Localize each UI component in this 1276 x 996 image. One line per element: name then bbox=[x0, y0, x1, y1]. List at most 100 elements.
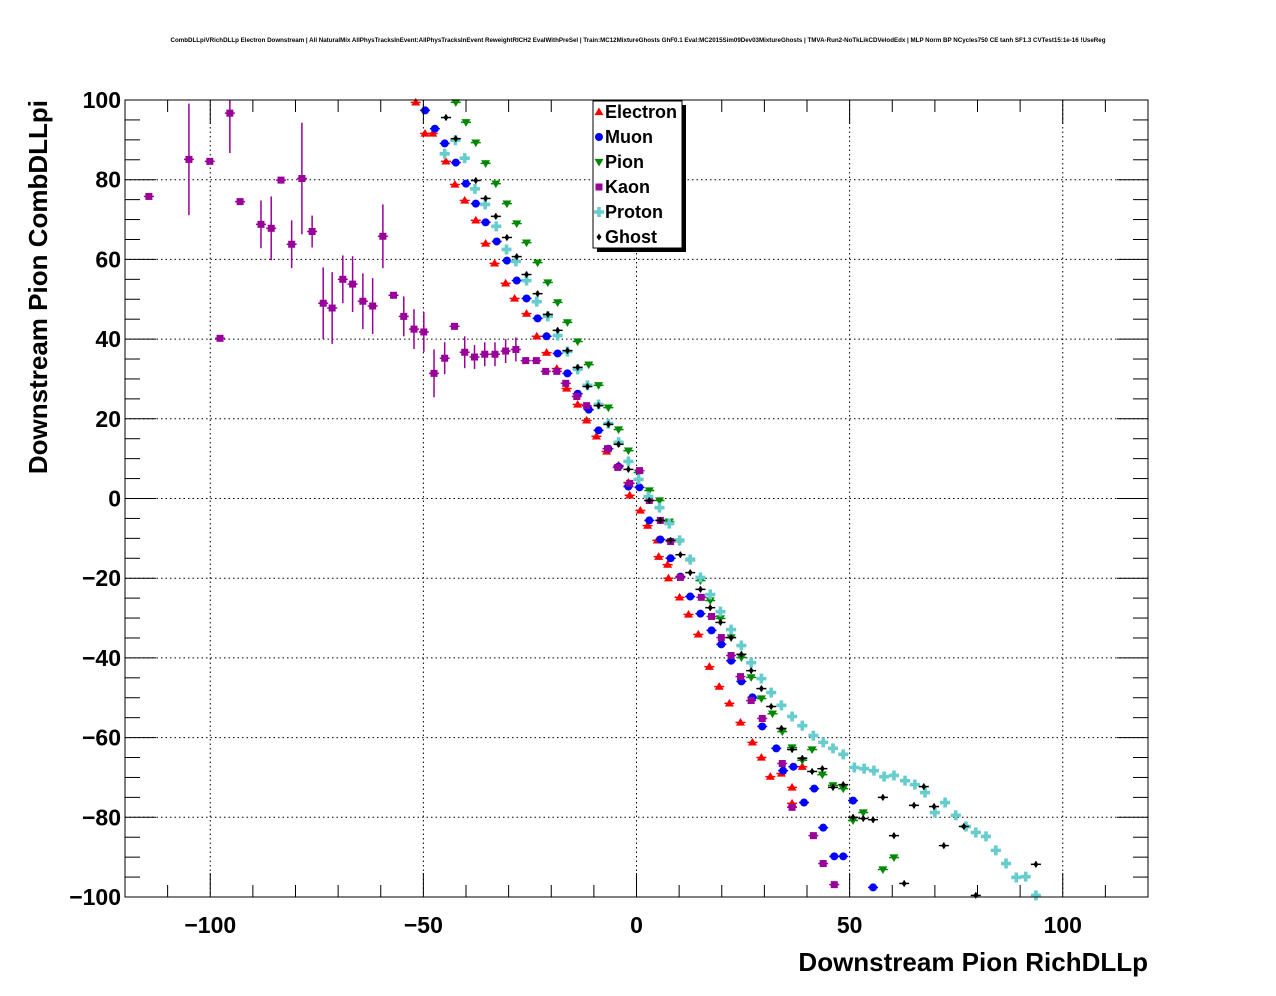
data-point bbox=[818, 737, 829, 748]
data-point bbox=[921, 783, 927, 791]
data-point bbox=[901, 879, 907, 887]
data-point bbox=[686, 592, 695, 601]
data-point bbox=[428, 128, 438, 137]
data-point bbox=[481, 160, 491, 168]
legend-marker-proton bbox=[594, 207, 604, 217]
data-point bbox=[695, 572, 706, 583]
data-point bbox=[772, 744, 781, 753]
data-point bbox=[663, 573, 673, 582]
data-point bbox=[308, 228, 316, 236]
data-point bbox=[379, 232, 387, 240]
data-point bbox=[400, 312, 408, 320]
data-point bbox=[778, 724, 784, 732]
data-point bbox=[633, 474, 644, 485]
data-point bbox=[981, 831, 992, 842]
x-tick-label: 50 bbox=[837, 912, 863, 938]
data-point bbox=[502, 256, 511, 265]
data-point bbox=[522, 294, 531, 303]
data-point bbox=[684, 609, 694, 618]
data-point bbox=[726, 624, 737, 635]
data-point bbox=[1030, 890, 1041, 901]
data-point bbox=[677, 551, 683, 559]
legend-marker-kaon bbox=[595, 183, 603, 191]
x-tick-label: 100 bbox=[1044, 912, 1082, 938]
series-ghost bbox=[440, 114, 1041, 899]
data-point bbox=[663, 560, 673, 568]
data-point bbox=[830, 881, 838, 889]
data-point bbox=[563, 369, 572, 378]
data-point bbox=[736, 654, 746, 663]
data-point bbox=[616, 440, 622, 448]
data-point bbox=[777, 728, 787, 737]
data-point bbox=[797, 720, 808, 731]
y-tick-label: −100 bbox=[69, 884, 121, 910]
data-point bbox=[838, 749, 849, 760]
data-point bbox=[623, 456, 634, 467]
data-point bbox=[655, 497, 665, 505]
data-point bbox=[339, 275, 347, 283]
y-tick-label: −40 bbox=[82, 645, 121, 671]
data-point bbox=[929, 807, 940, 818]
data-point bbox=[941, 842, 947, 850]
data-point bbox=[553, 349, 562, 358]
data-point bbox=[524, 271, 530, 279]
data-point bbox=[758, 722, 767, 731]
data-point bbox=[990, 845, 1001, 856]
data-point bbox=[879, 771, 890, 782]
y-tick-label: 100 bbox=[83, 87, 121, 113]
data-point bbox=[349, 280, 357, 288]
data-point bbox=[604, 445, 612, 453]
data-point bbox=[594, 382, 604, 390]
data-point bbox=[1011, 872, 1022, 883]
series-pion bbox=[450, 99, 899, 875]
data-point bbox=[668, 536, 674, 544]
data-point bbox=[705, 589, 716, 600]
data-point bbox=[848, 817, 858, 825]
data-point bbox=[961, 822, 967, 830]
y-tick-label: −20 bbox=[82, 565, 121, 591]
legend-marker-ghost bbox=[596, 233, 602, 241]
data-point bbox=[481, 238, 491, 247]
data-point bbox=[635, 467, 643, 475]
data-point bbox=[625, 465, 631, 473]
data-point bbox=[614, 463, 622, 471]
data-point bbox=[676, 573, 684, 581]
data-point bbox=[850, 813, 856, 821]
legend-box bbox=[592, 100, 683, 249]
legend-marker-electron bbox=[594, 107, 604, 116]
data-point bbox=[553, 299, 563, 307]
data-point bbox=[573, 399, 583, 408]
data-point bbox=[645, 516, 654, 525]
data-point bbox=[469, 183, 480, 194]
data-point bbox=[747, 737, 757, 746]
data-point bbox=[878, 866, 888, 875]
data-point bbox=[522, 357, 530, 365]
data-point bbox=[849, 796, 858, 805]
data-point bbox=[768, 703, 774, 711]
data-point bbox=[461, 119, 471, 127]
y-tick-label: 0 bbox=[108, 486, 121, 512]
data-marks bbox=[143, 97, 1041, 901]
data-point bbox=[1020, 871, 1031, 882]
y-tick-label: 60 bbox=[95, 246, 121, 272]
data-point bbox=[491, 350, 499, 358]
data-point bbox=[789, 746, 795, 754]
legend-label-ghost: Ghost bbox=[605, 227, 657, 247]
data-point bbox=[664, 518, 675, 529]
data-point bbox=[206, 157, 214, 165]
data-point bbox=[420, 328, 428, 336]
data-point bbox=[552, 330, 563, 341]
data-point bbox=[584, 383, 590, 391]
data-point bbox=[533, 259, 543, 268]
data-point bbox=[870, 816, 876, 824]
data-point bbox=[623, 447, 633, 456]
data-point bbox=[707, 604, 713, 612]
data-point bbox=[920, 787, 931, 798]
x-tick-label: −100 bbox=[184, 912, 236, 938]
data-point bbox=[666, 554, 675, 563]
data-point bbox=[493, 212, 499, 220]
data-point bbox=[441, 354, 449, 362]
data-point bbox=[787, 782, 797, 791]
x-tick-label: −50 bbox=[404, 912, 443, 938]
